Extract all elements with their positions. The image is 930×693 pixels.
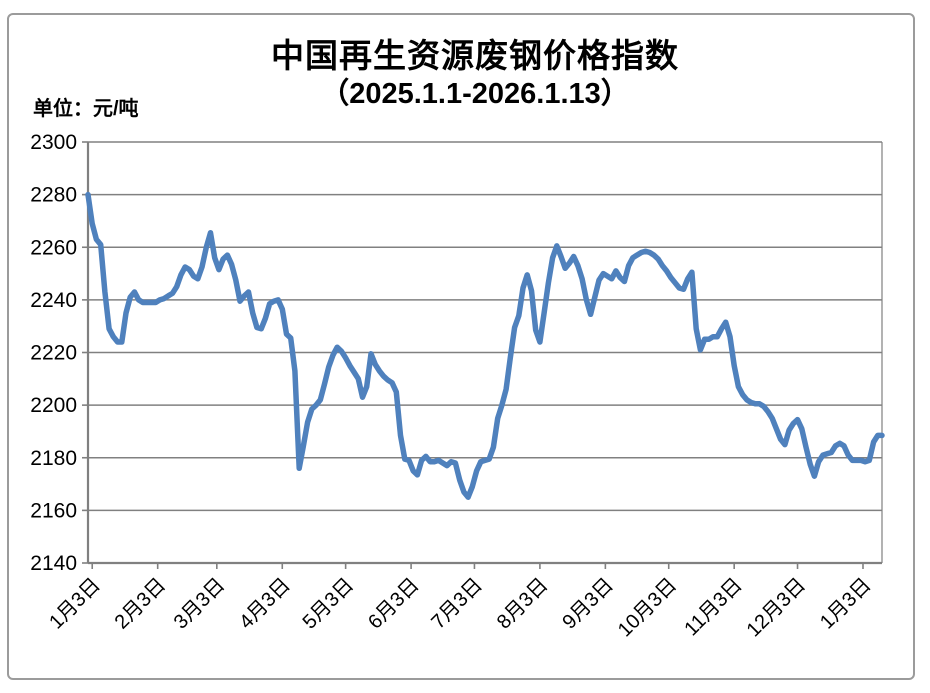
x-axis-label: 3月3日: [170, 574, 230, 634]
y-axis-label: 2260: [30, 236, 77, 259]
y-axis-label: 2180: [30, 447, 77, 470]
y-axis-label: 2140: [30, 552, 77, 575]
y-axis-label: 2200: [30, 394, 77, 417]
x-axis-label: 2月3日: [111, 574, 171, 634]
chart-title-block: 中国再生资源废钢价格指数 （2025.1.1-2026.1.13）: [20, 36, 930, 112]
chart-subtitle: （2025.1.1-2026.1.13）: [320, 77, 630, 110]
x-axis-label: 12月3日: [743, 574, 810, 641]
y-axis-label: 2300: [30, 131, 77, 154]
price-index-line: [85, 191, 885, 500]
x-axis-label: 1月3日: [816, 574, 876, 634]
x-axis-label: 6月3日: [364, 574, 424, 634]
y-axis-label: 2220: [30, 342, 77, 365]
x-axis-label: 11月3日: [680, 574, 746, 640]
x-axis-label: 9月3日: [558, 574, 618, 634]
x-axis-label: 7月3日: [427, 574, 487, 634]
y-axis-label: 2160: [30, 499, 77, 522]
x-axis-label: 10月3日: [614, 574, 681, 641]
x-axis-label: 8月3日: [493, 574, 553, 634]
x-axis-label: 5月3日: [299, 574, 359, 634]
y-axis-label: 2280: [30, 184, 77, 207]
y-axis-unit-label: 单位：元/吨: [33, 98, 139, 120]
x-axis-label: 4月3日: [235, 574, 295, 634]
chart-title: 中国再生资源废钢价格指数: [271, 37, 679, 74]
x-axis-label: 1月3日: [45, 574, 105, 634]
y-axis-label: 2240: [30, 289, 77, 312]
